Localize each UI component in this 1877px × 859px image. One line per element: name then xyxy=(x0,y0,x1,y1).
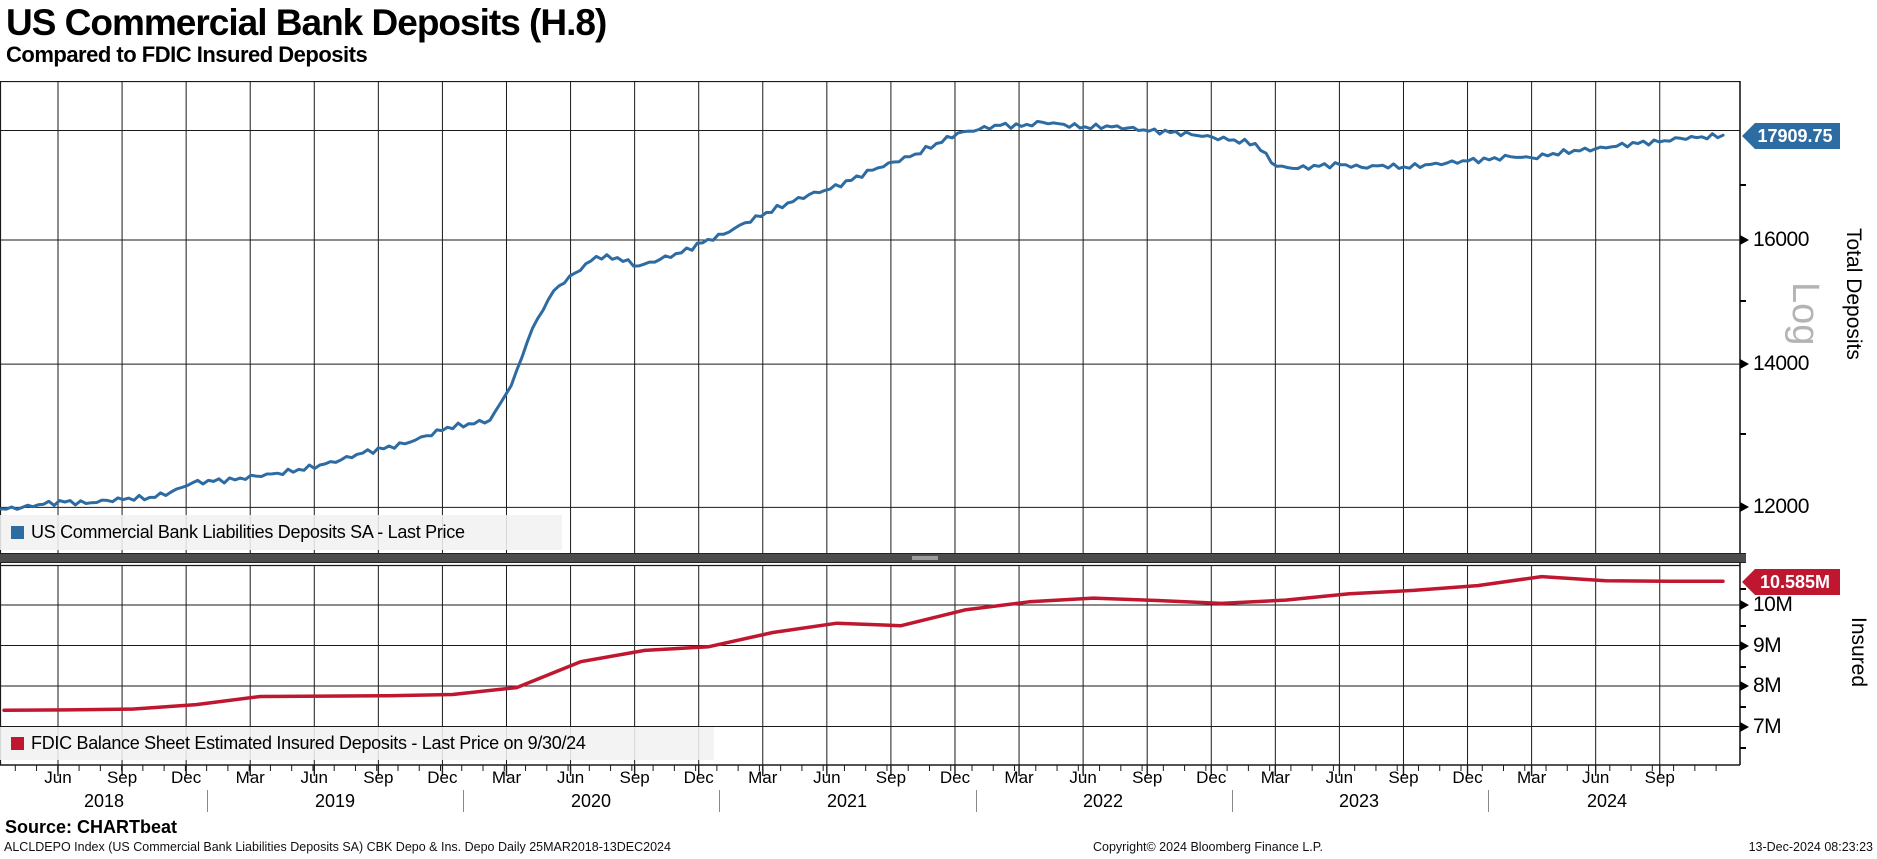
x-tick-month: Jun xyxy=(1581,768,1610,787)
y-minor-tick xyxy=(1740,299,1746,302)
series-total-deposits xyxy=(0,119,1725,511)
y-tick-label-total: 16000 xyxy=(1753,228,1809,251)
footer-timestamp: 13-Dec-2024 08:23:23 xyxy=(1748,840,1873,854)
panel-splitter[interactable] xyxy=(0,553,1746,563)
x-tick-month: Jun xyxy=(1069,768,1097,787)
x-tick-year: 2018 xyxy=(83,791,125,811)
x-tick-year: 2022 xyxy=(1082,791,1124,811)
y-minor-tick xyxy=(1740,183,1746,186)
x-tick-month: Mar xyxy=(235,768,265,787)
series-insured-deposits xyxy=(2,574,1725,713)
blue-swatch-icon xyxy=(11,526,24,539)
x-tick-year: 2023 xyxy=(1338,791,1380,811)
x-tick-month: Dec xyxy=(171,768,202,787)
x-tick-month: Mar xyxy=(491,768,522,787)
x-tick-month: Dec xyxy=(427,768,458,787)
log-scale-toggle[interactable]: Log xyxy=(1784,282,1826,346)
x-tick-month: Jun xyxy=(44,768,72,787)
last-price-tag-total: 17909.75 xyxy=(1742,123,1840,149)
chart-plot-area[interactable] xyxy=(0,81,1762,783)
axis-arrow-icon xyxy=(1740,359,1749,370)
year-divider xyxy=(207,790,208,812)
red-swatch-icon xyxy=(11,737,24,750)
page-subtitle: Compared to FDIC Insured Deposits xyxy=(6,42,368,67)
x-tick-year: 2020 xyxy=(570,791,612,811)
last-price-tag-insured: 10.585M xyxy=(1742,569,1840,595)
axis-title-total-deposits: Total Deposits xyxy=(1842,228,1865,360)
x-tick-month: Sep xyxy=(1388,768,1419,787)
axis-arrow-icon xyxy=(1740,235,1749,245)
x-tick-month: Sep xyxy=(619,768,650,787)
y-tick-label-insured: 10M xyxy=(1753,593,1793,616)
x-tick-year: 2019 xyxy=(314,791,356,811)
y-tick-label-insured: 8M xyxy=(1753,674,1782,697)
y-minor-tick xyxy=(1740,746,1746,749)
x-tick-year: 2021 xyxy=(826,791,868,811)
axis-arrow-icon xyxy=(1740,502,1749,513)
axis-arrow-icon xyxy=(1740,681,1749,691)
source-label: Source: CHARTbeat xyxy=(5,817,178,837)
legend-top-label: US Commercial Bank Liabilities Deposits … xyxy=(31,522,465,542)
x-tick-month: Mar xyxy=(1260,768,1290,787)
x-tick-month: Jun xyxy=(813,768,841,787)
x-tick-year: 2024 xyxy=(1586,791,1628,811)
x-tick-month: Dec xyxy=(939,768,971,787)
legend-insured-deposits[interactable]: FDIC Balance Sheet Estimated Insured Dep… xyxy=(0,727,714,760)
axis-arrow-icon xyxy=(1740,721,1749,732)
y-minor-tick xyxy=(1740,665,1746,668)
year-divider xyxy=(719,790,720,812)
y-tick-label-total: 14000 xyxy=(1753,352,1809,376)
y-tick-label-insured: 9M xyxy=(1753,633,1782,657)
y-minor-tick xyxy=(1740,625,1746,628)
year-divider xyxy=(1488,790,1489,812)
legend-bottom-label: FDIC Balance Sheet Estimated Insured Dep… xyxy=(31,733,586,753)
year-divider xyxy=(463,790,464,812)
x-tick-month: Jun xyxy=(300,768,328,787)
x-tick-month: Dec xyxy=(1452,768,1483,787)
legend-total-deposits[interactable]: US Commercial Bank Liabilities Deposits … xyxy=(0,515,562,550)
year-divider xyxy=(1232,790,1233,812)
x-tick-month: Sep xyxy=(363,768,394,787)
footer-ticker-info: ALCLDEPO Index (US Commercial Bank Liabi… xyxy=(4,840,671,854)
year-divider xyxy=(976,790,977,812)
x-tick-month: Sep xyxy=(106,768,138,787)
y-minor-tick xyxy=(1740,432,1746,435)
footer-copyright: Copyright© 2024 Bloomberg Finance L.P. xyxy=(1093,840,1323,854)
y-tick-label-total: 12000 xyxy=(1753,495,1809,519)
x-tick-month: Sep xyxy=(1132,768,1163,787)
splitter-handle-icon[interactable] xyxy=(912,556,938,560)
x-tick-month: Mar xyxy=(1516,768,1547,787)
x-tick-month: Mar xyxy=(748,768,778,787)
axis-arrow-icon xyxy=(1740,640,1749,651)
y-minor-tick xyxy=(1740,588,1746,591)
axis-title-insured: Insured xyxy=(1847,617,1870,688)
axis-arrow-icon xyxy=(1740,600,1749,610)
x-tick-month: Dec xyxy=(683,768,714,787)
x-tick-month: Jun xyxy=(556,768,585,787)
x-tick-month: Mar xyxy=(1004,768,1034,787)
x-tick-month: Dec xyxy=(1196,768,1227,787)
x-tick-month: Jun xyxy=(1325,768,1354,787)
y-minor-tick xyxy=(1740,706,1746,709)
page-title: US Commercial Bank Deposits (H.8) xyxy=(6,2,607,43)
x-tick-month: Sep xyxy=(1644,768,1675,787)
x-tick-month: Sep xyxy=(875,768,907,787)
y-tick-label-insured: 7M xyxy=(1753,714,1782,738)
